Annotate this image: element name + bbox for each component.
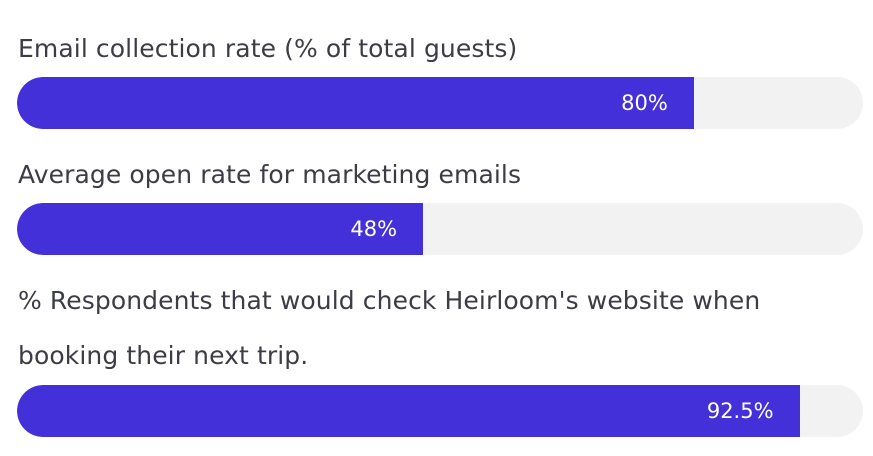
progress-track-email-collection: 80% [17,77,863,129]
progress-track-open-rate: 48% [17,203,863,255]
data-label-open-rate: 48% [350,217,398,241]
progress-fill-website-check: 92.5% [17,385,800,437]
stat-label-website-check-line-1: % Respondents that would check Heirloom'… [18,286,761,315]
data-label-email-collection: 80% [621,91,668,115]
stat-label-open-rate: Average open rate for marketing emails [18,160,522,189]
progress-track-website-check: 92.5% [17,385,863,437]
data-label-website-check: 92.5% [706,399,774,423]
progress-fill-email-collection: 80% [17,77,694,129]
progress-fill-open-rate: 48% [17,203,424,255]
stat-label-email-collection: Email collection rate (% of total guests… [18,34,518,63]
stat-label-website-check-line-2: booking their next trip. [18,341,309,370]
